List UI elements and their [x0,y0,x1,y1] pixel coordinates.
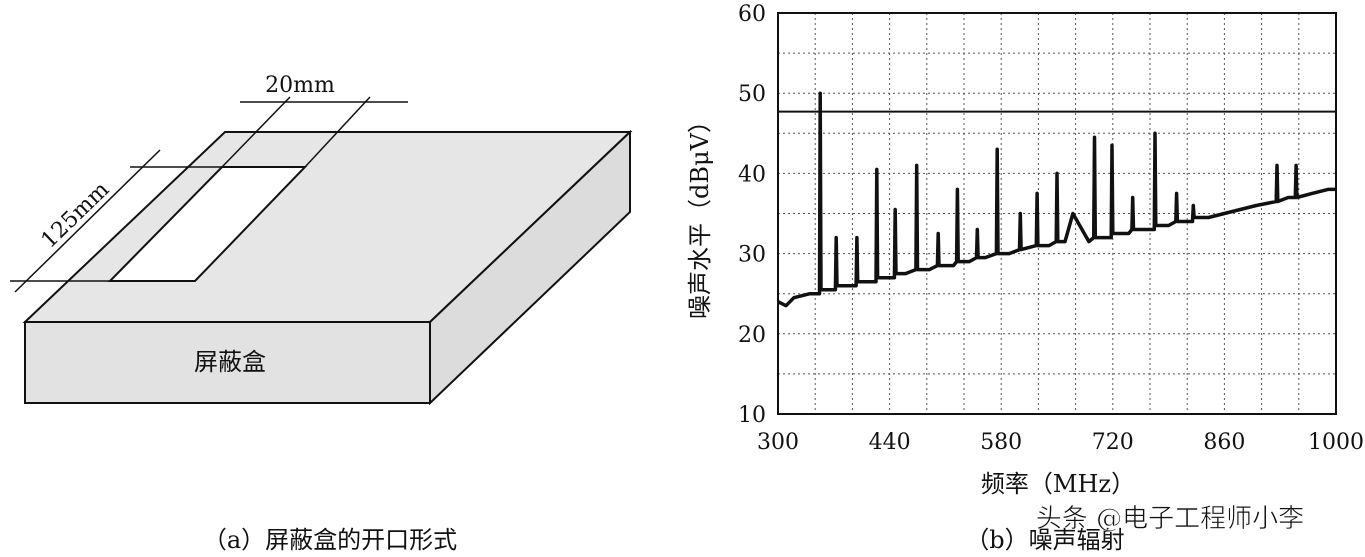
chart: 10 20 30 40 50 60 300 440 580 720 860 1000 [738,2,1364,455]
y-tick-label: 30 [738,243,766,268]
box-label: 屏蔽盒 [194,348,266,376]
y-tick-label: 60 [738,2,766,27]
x-tick-label: 440 [869,430,911,455]
y-tick-label: 50 [738,82,766,107]
x-tick-label: 860 [1203,430,1245,455]
y-axis-label: 噪声水平（dBμV） [686,109,714,319]
watermark: 头条 @电子工程师小李 [1036,504,1304,534]
x-tick-label: 1000 [1308,430,1364,455]
plot-frame [777,12,1337,415]
caption-b: （b）噪声辐射 [965,526,1124,553]
noise-line [777,91,1336,308]
y-tick-label: 20 [738,323,766,348]
x-tick-label: 300 [757,430,799,455]
x-tick-label: 720 [1092,430,1134,455]
x-axis-label: 频率（MHz） [981,470,1135,498]
y-tick-label: 10 [738,403,766,428]
box-front [24,321,431,404]
x-tick-label: 580 [980,430,1022,455]
dimension-width: 20mm [265,73,335,98]
dimension-length: 125mm [37,177,115,253]
y-tick-label: 40 [738,162,766,187]
caption-a: （a）屏蔽盒的开口形式 [203,526,457,553]
box-diagram [10,96,633,406]
